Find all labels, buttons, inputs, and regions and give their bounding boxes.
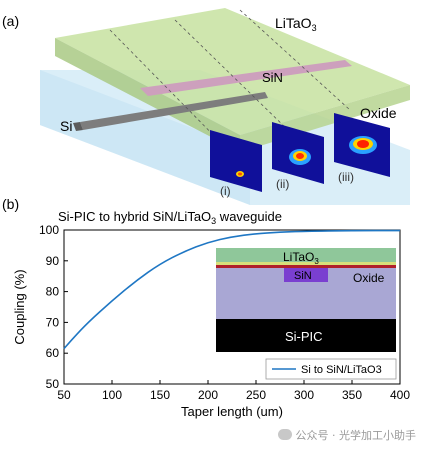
mode-label-ii: (ii) [276,177,289,191]
mode-label-i: (i) [220,184,231,198]
chart-legend: Si to SiN/LiTaO3 [265,358,397,380]
inset-cross-section: LiTaO3 SiN Oxide Si-PIC [216,248,396,352]
panel-b-label: (b) [2,196,19,212]
panel-b-chart: (b) Si-PIC to hybrid SiN/LiTaO3 waveguid… [0,196,422,445]
x-tick-label: 300 [294,388,314,402]
mode-profile-ii [272,122,324,184]
y-tick-label: 100 [39,223,59,237]
si-waveguide [80,92,268,130]
oxide-label: Oxide [360,105,397,121]
inset-litao3-layer [216,248,396,265]
inset-sin-core [284,268,328,282]
panel-a-label: (a) [2,13,19,29]
inset-sin-label: SiN [294,270,312,282]
series-line-si-to-sin-litao3 [63,229,400,350]
x-tick-label: 350 [342,388,362,402]
inset-litao3-label: LiTaO3 [283,250,319,266]
inset-interface-line [216,265,396,268]
y-tick-label: 60 [46,346,60,360]
watermark: 公众号 · 光学加工小助手 [277,427,416,443]
inset-si-pic-label: Si-PIC [285,329,323,344]
axis-ticks: 50 100 150 200 250 300 350 400 50 60 70 80 90 100 [39,223,410,402]
y-tick-label: 80 [46,285,60,299]
x-tick-label: 250 [246,388,266,402]
si-label: Si [60,118,72,134]
x-tick-label: 200 [198,388,218,402]
oxide-side [40,70,250,205]
y-axis-label: Coupling (%) [12,269,27,344]
panel-a-schematic: (a) LiTaO3 SiN Si Oxide (i) (ii) (iii) [0,0,422,205]
y-tick-label: 50 [46,377,60,391]
legend-label: Si to SiN/LiTaO3 [301,364,382,376]
x-tick-label: 400 [390,388,410,402]
device-schematic: (a) LiTaO3 SiN Si Oxide (i) (ii) (iii) [2,8,410,205]
y-tick-label: 70 [46,315,60,329]
mode-label-iii: (iii) [338,170,354,184]
x-axis-label: Taper length (um) [181,404,283,419]
sin-waveguide [140,60,352,96]
x-tick-label: 100 [102,388,122,402]
coupling-chart: (b) Si-PIC to hybrid SiN/LiTaO3 waveguid… [2,196,410,419]
chart-title: Si-PIC to hybrid SiN/LiTaO3 waveguide [58,209,282,226]
y-tick-label: 90 [46,254,60,268]
wechat-icon [277,429,292,440]
inset-si-pic [216,319,396,352]
sin-label: SiN [262,70,283,85]
x-tick-label: 150 [150,388,170,402]
mode-profile-iii [334,113,390,177]
litao3-top-face [55,8,410,135]
mode-profile-i [210,130,262,192]
plot-area [63,229,401,385]
x-tick-label: 50 [57,388,71,402]
inset-oxide-label: Oxide [353,271,385,285]
litao3-label: LiTaO3 [275,15,317,33]
